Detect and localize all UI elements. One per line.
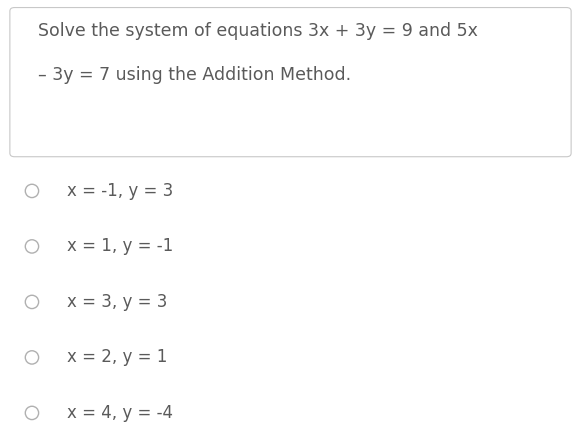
Text: x = 2, y = 1: x = 2, y = 1 xyxy=(67,349,167,366)
Text: x = -1, y = 3: x = -1, y = 3 xyxy=(67,182,173,200)
Ellipse shape xyxy=(26,351,38,364)
Text: x = 1, y = -1: x = 1, y = -1 xyxy=(67,238,173,255)
Ellipse shape xyxy=(26,184,38,198)
Ellipse shape xyxy=(26,240,38,253)
Text: – 3y = 7 using the Addition Method.: – 3y = 7 using the Addition Method. xyxy=(38,67,351,84)
Ellipse shape xyxy=(26,406,38,420)
FancyBboxPatch shape xyxy=(10,8,571,157)
Text: Solve the system of equations 3x + 3y = 9 and 5x: Solve the system of equations 3x + 3y = … xyxy=(38,22,478,40)
Ellipse shape xyxy=(26,295,38,309)
Text: x = 4, y = -4: x = 4, y = -4 xyxy=(67,404,173,422)
Text: x = 3, y = 3: x = 3, y = 3 xyxy=(67,293,167,311)
